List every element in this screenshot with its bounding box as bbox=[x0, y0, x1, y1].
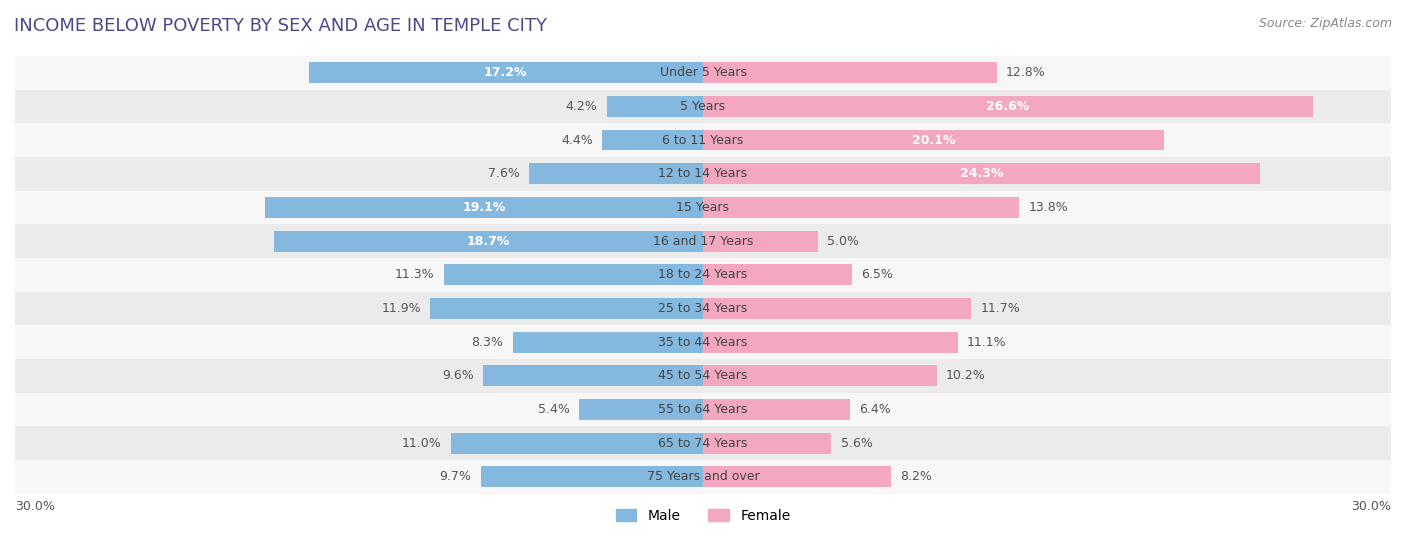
Text: 55 to 64 Years: 55 to 64 Years bbox=[658, 403, 748, 416]
Bar bbox=[15, 224, 1391, 258]
Bar bbox=[529, 163, 703, 184]
Text: 45 to 54 Years: 45 to 54 Years bbox=[658, 369, 748, 382]
Text: 12 to 14 Years: 12 to 14 Years bbox=[658, 167, 748, 180]
Text: INCOME BELOW POVERTY BY SEX AND AGE IN TEMPLE CITY: INCOME BELOW POVERTY BY SEX AND AGE IN T… bbox=[14, 17, 547, 35]
Bar bbox=[703, 62, 997, 83]
Bar bbox=[703, 433, 831, 454]
Text: 35 to 44 Years: 35 to 44 Years bbox=[658, 335, 748, 349]
Bar bbox=[444, 264, 703, 285]
Text: 11.7%: 11.7% bbox=[980, 302, 1021, 315]
Text: 8.3%: 8.3% bbox=[471, 335, 503, 349]
Bar bbox=[308, 62, 703, 83]
Text: 24.3%: 24.3% bbox=[960, 167, 1004, 180]
Text: 10.2%: 10.2% bbox=[946, 369, 986, 382]
Bar bbox=[15, 427, 1391, 460]
Text: 18.7%: 18.7% bbox=[467, 235, 510, 248]
Text: 30.0%: 30.0% bbox=[15, 500, 55, 514]
Bar bbox=[15, 89, 1391, 123]
Text: 8.2%: 8.2% bbox=[900, 471, 932, 484]
Text: Source: ZipAtlas.com: Source: ZipAtlas.com bbox=[1258, 17, 1392, 30]
Text: 5.4%: 5.4% bbox=[538, 403, 569, 416]
Text: 5.0%: 5.0% bbox=[827, 235, 859, 248]
Bar bbox=[15, 292, 1391, 325]
Bar bbox=[15, 258, 1391, 292]
Bar bbox=[15, 359, 1391, 392]
Bar bbox=[703, 130, 1164, 150]
Bar bbox=[482, 366, 703, 386]
Bar bbox=[513, 331, 703, 353]
Text: 11.1%: 11.1% bbox=[967, 335, 1007, 349]
Text: 6.5%: 6.5% bbox=[862, 268, 893, 281]
Bar bbox=[703, 399, 849, 420]
Bar bbox=[430, 298, 703, 319]
Bar bbox=[703, 231, 818, 252]
Text: 4.2%: 4.2% bbox=[565, 100, 598, 113]
Bar bbox=[703, 163, 1260, 184]
Bar bbox=[606, 96, 703, 117]
Text: 25 to 34 Years: 25 to 34 Years bbox=[658, 302, 748, 315]
Bar bbox=[15, 191, 1391, 224]
Bar bbox=[703, 331, 957, 353]
Bar bbox=[703, 366, 936, 386]
Text: 6 to 11 Years: 6 to 11 Years bbox=[662, 134, 744, 146]
Text: 16 and 17 Years: 16 and 17 Years bbox=[652, 235, 754, 248]
Bar bbox=[703, 466, 891, 487]
Bar bbox=[15, 325, 1391, 359]
Text: 6.4%: 6.4% bbox=[859, 403, 890, 416]
Bar bbox=[15, 460, 1391, 494]
Text: 18 to 24 Years: 18 to 24 Years bbox=[658, 268, 748, 281]
Text: 9.6%: 9.6% bbox=[441, 369, 474, 382]
Text: 11.0%: 11.0% bbox=[402, 437, 441, 450]
Text: 12.8%: 12.8% bbox=[1005, 66, 1046, 79]
Bar bbox=[15, 123, 1391, 157]
Text: 11.9%: 11.9% bbox=[381, 302, 420, 315]
Text: 9.7%: 9.7% bbox=[440, 471, 471, 484]
Bar bbox=[703, 197, 1019, 218]
Text: Under 5 Years: Under 5 Years bbox=[659, 66, 747, 79]
Text: 17.2%: 17.2% bbox=[484, 66, 527, 79]
Bar bbox=[703, 298, 972, 319]
Bar bbox=[274, 231, 703, 252]
Bar bbox=[15, 56, 1391, 89]
Text: 13.8%: 13.8% bbox=[1029, 201, 1069, 214]
Text: 11.3%: 11.3% bbox=[395, 268, 434, 281]
Text: 5 Years: 5 Years bbox=[681, 100, 725, 113]
Text: 20.1%: 20.1% bbox=[911, 134, 955, 146]
Bar bbox=[602, 130, 703, 150]
Text: 75 Years and over: 75 Years and over bbox=[647, 471, 759, 484]
Bar bbox=[451, 433, 703, 454]
Text: 7.6%: 7.6% bbox=[488, 167, 520, 180]
Bar bbox=[481, 466, 703, 487]
Legend: Male, Female: Male, Female bbox=[610, 503, 796, 528]
Text: 26.6%: 26.6% bbox=[987, 100, 1029, 113]
Bar bbox=[703, 96, 1313, 117]
Text: 30.0%: 30.0% bbox=[1351, 500, 1391, 514]
Bar bbox=[15, 392, 1391, 427]
Bar bbox=[15, 157, 1391, 191]
Text: 15 Years: 15 Years bbox=[676, 201, 730, 214]
Text: 4.4%: 4.4% bbox=[561, 134, 593, 146]
Bar bbox=[703, 264, 852, 285]
Text: 5.6%: 5.6% bbox=[841, 437, 873, 450]
Bar bbox=[579, 399, 703, 420]
Bar bbox=[264, 197, 703, 218]
Text: 19.1%: 19.1% bbox=[463, 201, 506, 214]
Text: 65 to 74 Years: 65 to 74 Years bbox=[658, 437, 748, 450]
